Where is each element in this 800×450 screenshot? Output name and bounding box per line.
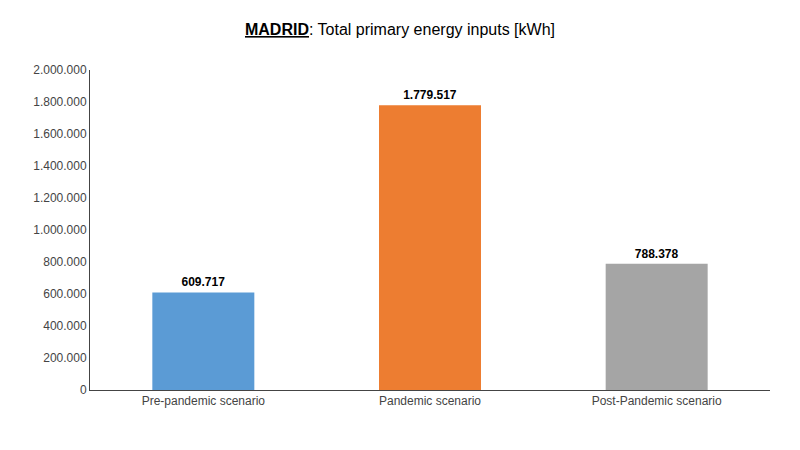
svg-text:600.000: 600.000 (43, 287, 87, 301)
svg-text:200.000: 200.000 (43, 351, 87, 365)
svg-text:1.600.000: 1.600.000 (33, 127, 87, 141)
svg-text:0: 0 (80, 383, 87, 397)
svg-text:1.200.000: 1.200.000 (33, 191, 87, 205)
svg-text:1.400.000: 1.400.000 (33, 159, 87, 173)
svg-text:1.000.000: 1.000.000 (33, 223, 87, 237)
svg-text:1.800.000: 1.800.000 (33, 95, 87, 109)
svg-text:MADRID: Total primary energy i: MADRID: Total primary energy inputs [kWh… (245, 21, 555, 38)
svg-text:Pandemic scenario: Pandemic scenario (379, 394, 481, 408)
svg-text:800.000: 800.000 (43, 255, 87, 269)
svg-text:609.717: 609.717 (181, 275, 225, 289)
svg-text:Pre-pandemic scenario: Pre-pandemic scenario (142, 394, 266, 408)
svg-text:Post-Pandemic scenario: Post-Pandemic scenario (592, 394, 722, 408)
svg-text:788.378: 788.378 (635, 247, 679, 261)
svg-text:2.000.000: 2.000.000 (33, 63, 87, 77)
svg-text:400.000: 400.000 (43, 319, 87, 333)
svg-text:1.779.517: 1.779.517 (403, 88, 457, 102)
